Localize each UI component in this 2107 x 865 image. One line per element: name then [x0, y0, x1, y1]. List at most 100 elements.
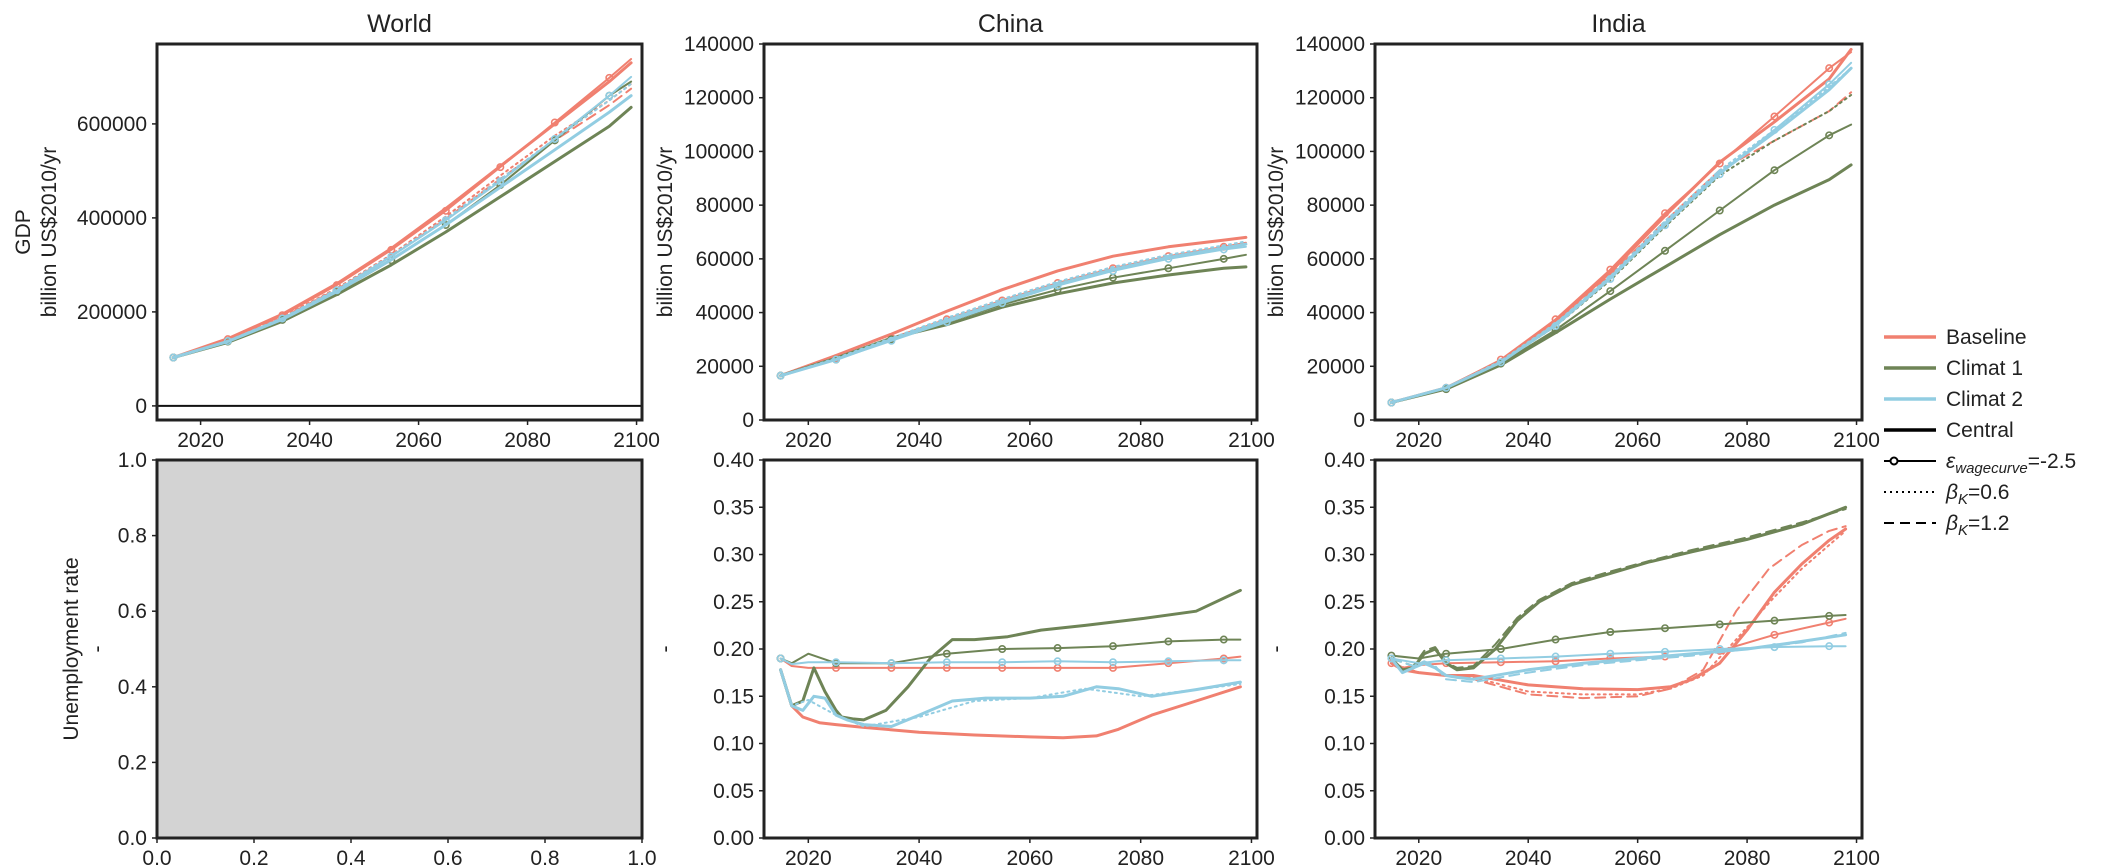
- x-tick-label: 2060: [1007, 847, 1054, 865]
- x-tick-label: 2020: [1395, 429, 1442, 452]
- data-point: [887, 659, 896, 668]
- data-point: [1606, 649, 1615, 658]
- series-line-climat-2-bk06: [779, 668, 1242, 728]
- data-point: [1164, 264, 1173, 273]
- data-point: [441, 206, 450, 215]
- series-line-climat-2-wagecurve: [1390, 645, 1847, 665]
- y-tick-label: 0.00: [1324, 827, 1365, 850]
- y-tick-label: 140000: [684, 33, 754, 56]
- y-tick-label: 0.2: [118, 751, 147, 774]
- data-point: [1442, 656, 1451, 665]
- x-tick-label: 2020: [1395, 847, 1442, 865]
- y-axis-label: billion US$2010/yr: [654, 147, 677, 317]
- data-point: [1551, 657, 1560, 666]
- data-point: [998, 644, 1007, 653]
- x-tick-label: 2060: [395, 429, 442, 452]
- x-tick-label: 2040: [1505, 429, 1552, 452]
- panel-unemp-world: Unemployment rate - 0.0 0.2 0.4 0.6 0.8 1.0 0.0 0…: [60, 449, 657, 865]
- y-tick-label: 40000: [1307, 302, 1365, 325]
- y-tick-label: 20000: [696, 355, 754, 378]
- series-line-climat-2-central: [779, 242, 1248, 378]
- y-tick-label: 0.30: [713, 544, 754, 567]
- x-tick-label: 2020: [177, 429, 224, 452]
- axes-frame: [1373, 42, 1864, 422]
- legend-item: βK=1.2: [1884, 512, 2009, 539]
- y-tick-label: 0.15: [1324, 685, 1365, 708]
- series-line-baseline-wagecurve: [779, 655, 1242, 669]
- series-line-climat-2-wagecurve: [779, 657, 1242, 666]
- x-tick-label: 0.8: [530, 847, 559, 865]
- data-point: [605, 73, 614, 82]
- x-tick-label: 2020: [785, 847, 832, 865]
- y-tick-label: 0.20: [1324, 638, 1365, 661]
- y-tick-label: 0: [1353, 409, 1365, 432]
- data-point: [550, 134, 559, 143]
- y-tick-label: 0.00: [713, 827, 754, 850]
- series-line-climat-2-central: [779, 668, 1242, 728]
- data-point: [1108, 658, 1117, 667]
- data-point: [1661, 624, 1670, 633]
- x-tick-label: 0.2: [239, 847, 268, 865]
- series-line-baseline-central: [1389, 47, 1853, 404]
- series-line-climat-1-bk12: [1390, 508, 1847, 669]
- y-tick-label: 0.15: [713, 685, 754, 708]
- series-line-baseline-central: [779, 235, 1248, 378]
- axes-frame: [1373, 458, 1864, 840]
- y-tick-label: 20000: [1307, 355, 1365, 378]
- data-point: [1770, 112, 1779, 121]
- x-tick-label: 1.0: [627, 847, 656, 865]
- y-tick-label: 0.35: [713, 496, 754, 519]
- data-point: [1219, 635, 1228, 644]
- data-point: [1164, 254, 1173, 263]
- y-tick-label: 0.8: [118, 525, 147, 548]
- x-tick-label: 2040: [1505, 847, 1552, 865]
- y-tick-label: 120000: [684, 87, 754, 110]
- data-point: [1661, 647, 1670, 656]
- y-tick-label: 0.10: [713, 733, 754, 756]
- series-line-climat-2-wagecurve: [1390, 61, 1853, 404]
- data-point: [1770, 125, 1779, 134]
- data-point: [1715, 159, 1724, 168]
- y-tick-label: 0: [742, 409, 754, 432]
- series-line-baseline-wagecurve: [172, 58, 633, 359]
- data-point: [1770, 616, 1779, 625]
- data-point: [387, 252, 396, 261]
- x-tick-label: 2060: [1614, 847, 1661, 865]
- panel-title: World: [367, 10, 432, 38]
- legend-label: βK=0.6: [1945, 481, 2009, 508]
- series-line-climat-2-central: [1389, 66, 1853, 404]
- legend-item: εwagecurve=-2.5: [1884, 450, 2076, 477]
- y-tick-label: 120000: [1295, 87, 1365, 110]
- panel-title: India: [1591, 10, 1645, 38]
- y-tick-label: 0.10: [1324, 733, 1365, 756]
- series-line-climat-2-bk06: [172, 82, 633, 359]
- y-axis-label: -: [654, 646, 677, 653]
- axes-frame: [155, 42, 644, 422]
- legend-marker: [1889, 456, 1899, 466]
- y-tick-label: 0.05: [1324, 780, 1365, 803]
- panel-gdp-world: World GDP billion US$2010/yr 2020 2040 2060 20…: [12, 10, 660, 452]
- y-tick-label: 400000: [77, 207, 147, 230]
- panel-title: China: [978, 10, 1043, 38]
- y-tick-label: 0.20: [713, 638, 754, 661]
- empty-panel-fill: [157, 460, 642, 838]
- data-point: [1164, 657, 1173, 666]
- y-tick-label: 0.25: [713, 591, 754, 614]
- series-line-baseline-bk06: [172, 82, 633, 359]
- data-point: [776, 654, 785, 663]
- data-point: [278, 314, 287, 323]
- series-group: [169, 58, 633, 362]
- axes-frame: [762, 458, 1259, 840]
- x-tick-label: 2100: [613, 429, 660, 452]
- x-tick-label: 2060: [1007, 429, 1054, 452]
- data-point: [1053, 644, 1062, 653]
- axes-frame: [155, 458, 644, 840]
- y-tick-label: 60000: [1307, 248, 1365, 271]
- y-tick-label: 80000: [1307, 194, 1365, 217]
- x-tick-label: 2040: [896, 847, 943, 865]
- series-line-climat-1-central: [1389, 505, 1848, 672]
- panel-gdp-india: India billion US$2010/yr 2020 2040 2060 2080 2…: [1265, 10, 1880, 452]
- data-point: [1496, 644, 1505, 653]
- data-point: [1661, 221, 1670, 230]
